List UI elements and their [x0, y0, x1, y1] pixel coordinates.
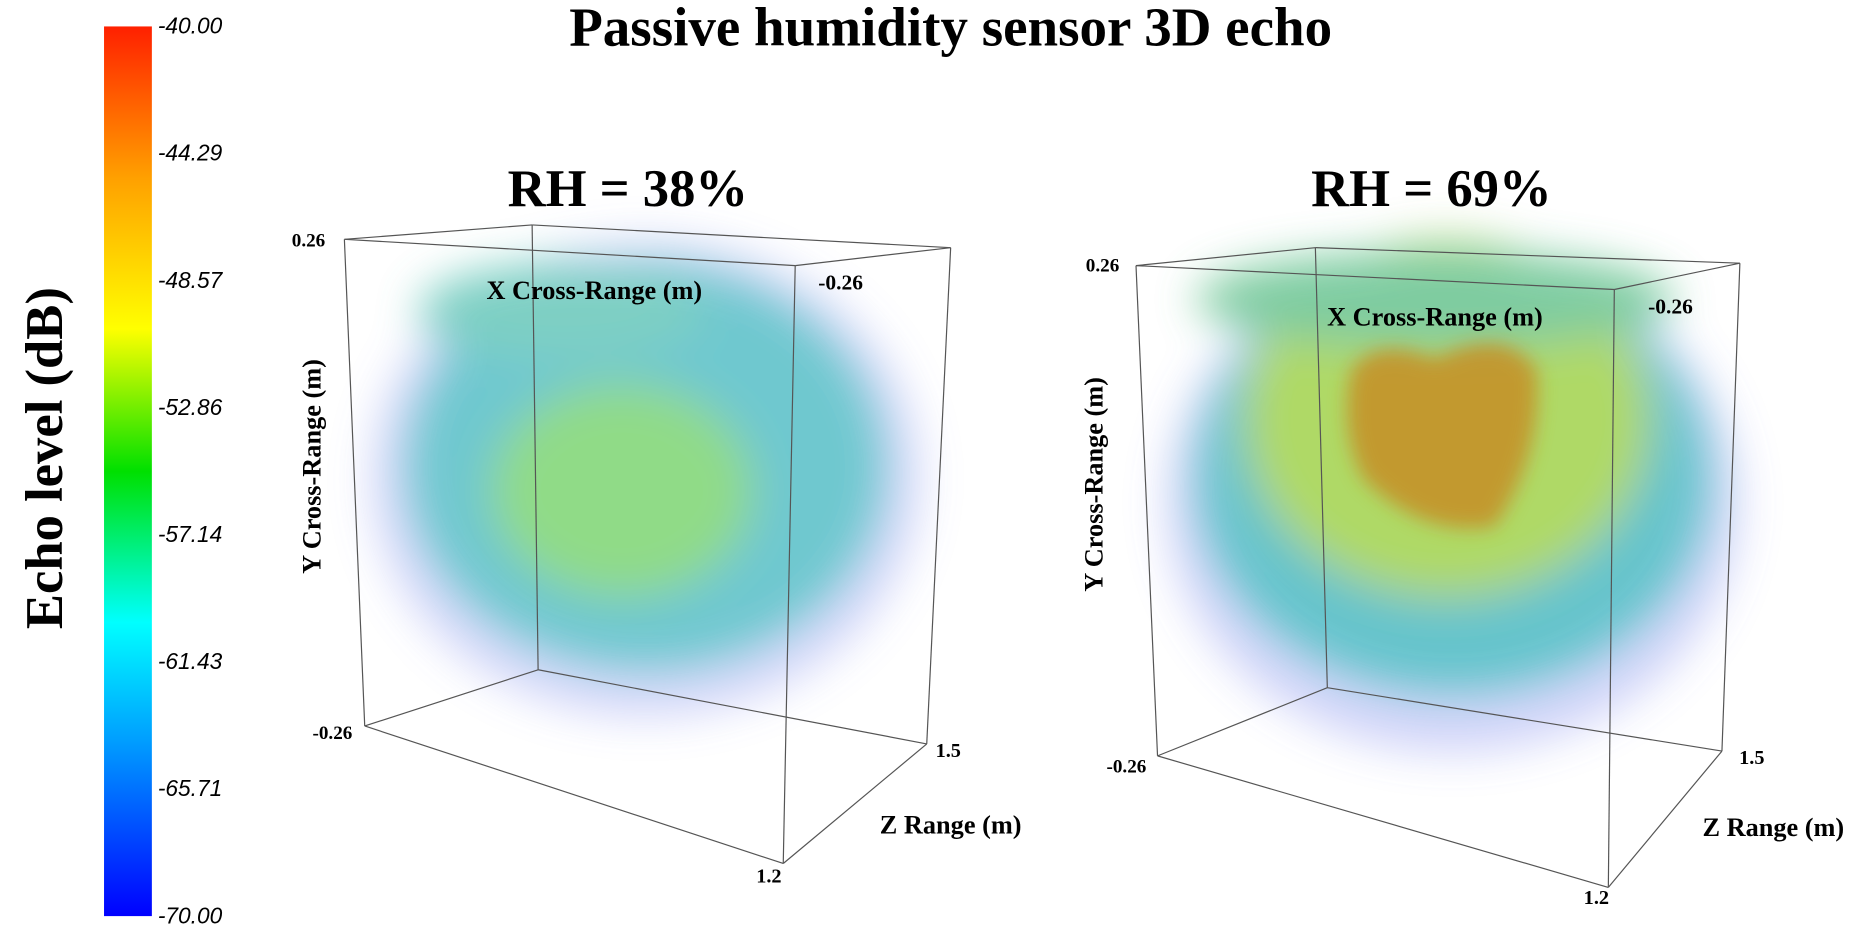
figure-title: Passive humidity sensor 3D echo — [569, 0, 1332, 58]
bounding-box — [1135, 247, 1741, 888]
x-end: -0.26 — [1648, 294, 1693, 318]
panel-title: RH = 69% — [1311, 160, 1551, 218]
z-start: 1.2 — [756, 866, 781, 888]
colorbar-tick-label: -61.43 — [158, 648, 223, 674]
z-label: Z Range (m) — [880, 811, 1022, 840]
colorbar-tick-label: -70.00 — [158, 902, 223, 927]
volume-render — [370, 239, 921, 718]
colorbar-ticks: -40.00 -44.29 -48.57 -52.86 -57.14 -61.43 -65.… — [158, 13, 224, 927]
colorbar-tick-label: -44.29 — [158, 140, 223, 166]
colorbar-tick-label: -65.71 — [158, 775, 222, 801]
panel: RH = 38% 0.26 -0.26 X Cross-Range (m) -0… — [292, 160, 1022, 888]
echo-core — [1347, 343, 1538, 529]
panel: RH = 69% 0.26 -0.26 X Cross-Range (m) -0… — [1080, 160, 1845, 909]
z-start: 1.2 — [1584, 887, 1609, 909]
x-end: -0.26 — [818, 271, 863, 295]
x-label: X Cross-Range (m) — [486, 276, 702, 305]
y-bottom: -0.26 — [1107, 757, 1147, 778]
colorbar-tick-label: -57.14 — [158, 521, 222, 547]
y-bottom: -0.26 — [313, 723, 353, 744]
y-top: 0.26 — [292, 230, 325, 251]
x-label: X Cross-Range (m) — [1327, 302, 1543, 331]
colorbar-tick-label: -52.86 — [158, 394, 223, 420]
colorbar-tick-label: -48.57 — [158, 267, 224, 293]
z-end: 1.5 — [1739, 747, 1764, 769]
colorbar-label: Echo level (dB) — [16, 287, 74, 629]
y-label: Y Cross-Range (m) — [297, 359, 326, 574]
panel-title: RH = 38% — [508, 160, 748, 218]
colorbar — [104, 26, 152, 917]
colorbar-tick-label: -40.00 — [158, 13, 223, 39]
z-label: Z Range (m) — [1703, 813, 1845, 842]
bounding-box — [343, 224, 952, 865]
z-end: 1.5 — [936, 740, 961, 762]
y-top: 0.26 — [1086, 256, 1119, 277]
y-label: Y Cross-Range (m) — [1080, 377, 1109, 592]
